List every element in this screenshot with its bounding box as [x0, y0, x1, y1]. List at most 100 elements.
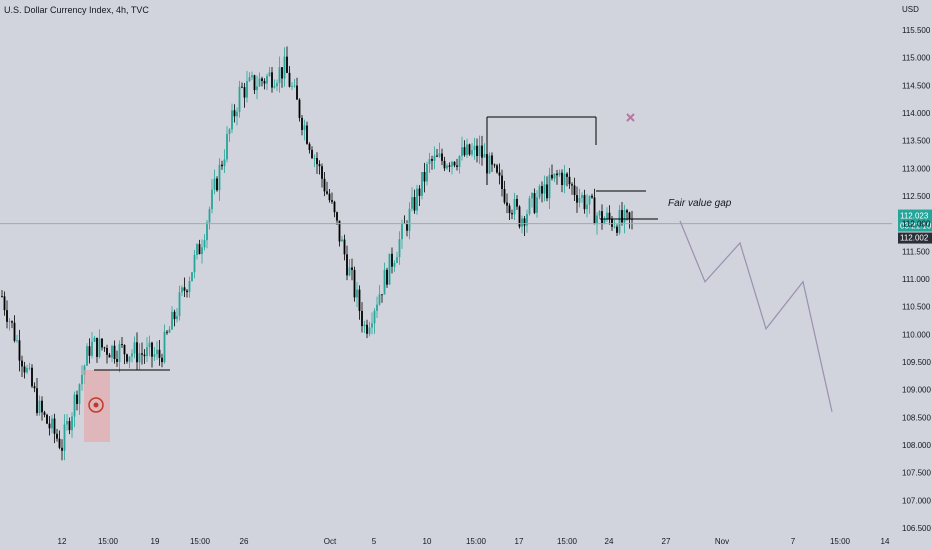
- candle-body: [513, 199, 516, 215]
- candle-body: [351, 267, 353, 270]
- price-axis: USD 115.500 115.000 114.500 114.000 113.500 11…: [902, 5, 931, 533]
- candle-body: [616, 226, 618, 233]
- candle-body: [46, 414, 48, 424]
- candle-body: [53, 418, 56, 434]
- price-tick-label: 111.000: [902, 275, 930, 284]
- candle-body: [313, 157, 316, 159]
- candle-body: [263, 80, 266, 84]
- candle-body: [291, 86, 293, 87]
- candle-body: [8, 321, 11, 322]
- candle-body: [406, 223, 408, 231]
- candle-body: [286, 56, 288, 73]
- candle-body: [278, 67, 281, 83]
- price-tick-label: 108.500: [902, 413, 931, 422]
- candle-body: [568, 176, 571, 185]
- price-tick-label: 110.500: [902, 303, 931, 312]
- candle-body: [91, 341, 93, 356]
- candle-body: [31, 367, 33, 387]
- price-tick-label: 110.000: [902, 330, 931, 339]
- candle-body: [541, 186, 543, 194]
- candle-body: [253, 75, 256, 91]
- candle-body: [316, 157, 318, 165]
- candle-body: [293, 85, 296, 87]
- candle-body: [256, 86, 258, 91]
- time-tick-label: 27: [662, 537, 671, 546]
- candle-body: [498, 172, 501, 176]
- candle-body: [228, 129, 231, 134]
- candle-body: [423, 172, 426, 182]
- candle-body: [408, 208, 411, 231]
- candle-body: [436, 155, 438, 157]
- price-tick-label: 115.000: [902, 54, 931, 63]
- candle-body: [433, 155, 436, 161]
- candle-body: [26, 367, 28, 373]
- candle-body: [578, 197, 581, 203]
- candle-body: [241, 86, 243, 88]
- candle-body: [368, 327, 371, 334]
- candle-body: [171, 311, 173, 330]
- candle-body: [73, 394, 76, 417]
- candle-body: [533, 193, 536, 213]
- time-tick-label: 15:00: [466, 537, 487, 546]
- time-tick-label: 7: [791, 537, 796, 546]
- candle-body: [283, 56, 286, 79]
- candle-body: [366, 324, 368, 334]
- candle-body: [318, 164, 321, 167]
- candle-body: [516, 199, 518, 207]
- candle-body: [618, 210, 621, 233]
- candle-body: [71, 416, 73, 431]
- candle-body: [556, 173, 558, 176]
- candle-body: [276, 82, 278, 87]
- target-icon-center: [93, 402, 99, 408]
- candle-body: [3, 296, 6, 311]
- candle-body: [48, 423, 51, 429]
- candle-body: [258, 78, 261, 87]
- candle-body: [86, 346, 88, 366]
- candle-body: [386, 269, 388, 285]
- candle-body: [151, 342, 153, 357]
- candle-body: [108, 354, 111, 358]
- candle-body: [358, 289, 361, 311]
- candle-body: [343, 239, 346, 255]
- candle-body: [11, 321, 13, 323]
- price-tick-label: 113.000: [902, 164, 931, 173]
- candle-body: [1, 296, 3, 297]
- price-tick-label: 112.000: [902, 220, 931, 229]
- candlestick-series: [1, 46, 633, 461]
- time-tick-label: 5: [372, 537, 377, 546]
- price-tick-label: 112.500: [902, 192, 931, 201]
- chart-title: U.S. Dollar Currency Index, 4h, TVC: [4, 5, 149, 15]
- candle-body: [208, 209, 211, 223]
- time-tick-label: 19: [151, 537, 160, 546]
- candle-body: [573, 185, 576, 196]
- candle-body: [388, 253, 391, 285]
- time-tick-label: Oct: [324, 537, 337, 546]
- candle-body: [68, 421, 71, 431]
- candle-body: [548, 174, 551, 199]
- candle-body: [623, 210, 626, 223]
- candle-body: [188, 281, 191, 293]
- candle-body: [353, 269, 356, 298]
- candle-body: [236, 111, 238, 117]
- candle-body: [538, 186, 541, 198]
- candle-body: [121, 344, 123, 346]
- candle-body: [266, 75, 268, 84]
- price-tick-label: 109.500: [902, 358, 931, 367]
- candle-body: [93, 337, 96, 342]
- candle-body: [136, 342, 138, 363]
- candle-body: [418, 188, 421, 196]
- candle-body: [398, 239, 401, 258]
- candle-body: [536, 197, 538, 213]
- candle-body: [613, 226, 616, 228]
- candle-body: [416, 188, 418, 211]
- time-tick-label: 15:00: [830, 537, 851, 546]
- candle-body: [501, 175, 503, 189]
- candle-body: [566, 173, 568, 177]
- candle-body: [43, 412, 46, 415]
- candle-body: [268, 72, 271, 76]
- candle-body: [146, 347, 148, 357]
- time-axis: 12 15:00 19 15:00 26 Oct 5 10 15:00 17 15:00 24 27 No…: [58, 537, 890, 546]
- candle-body: [603, 219, 606, 224]
